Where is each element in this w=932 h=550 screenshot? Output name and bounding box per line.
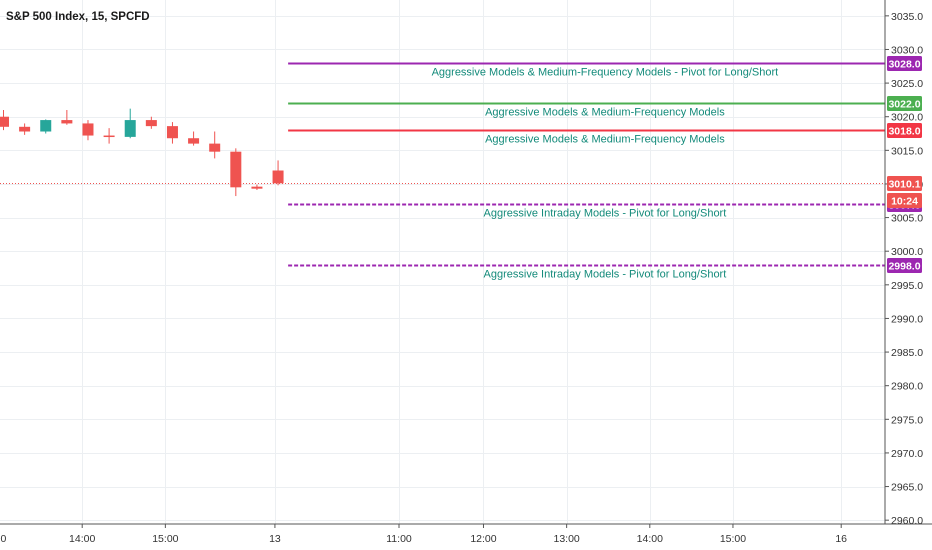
x-tick-label: 11:00 <box>386 533 412 545</box>
level-lines <box>0 62 885 267</box>
candle-body <box>230 151 242 188</box>
x-tick-label: :00 <box>0 533 6 545</box>
level-price-badge-label: 3022.0 <box>888 99 920 111</box>
current-price-badge <box>887 176 922 191</box>
candle-body <box>251 186 263 189</box>
y-tick-label: 3035.0 <box>891 11 923 23</box>
x-tick-label: 13:00 <box>553 533 579 545</box>
y-tick-label: 3020.0 <box>891 112 923 124</box>
candle-body <box>40 120 52 132</box>
y-tick-label: 3005.0 <box>891 213 923 225</box>
countdown-badge <box>887 193 922 208</box>
axes <box>0 0 932 525</box>
y-tick-label: 2985.0 <box>891 347 923 359</box>
y-tick-label: 3025.0 <box>891 78 923 90</box>
candle-body <box>209 143 221 152</box>
x-tick-label: 13 <box>269 533 281 545</box>
level-annotation: Aggressive Models & Medium-Frequency Mod… <box>432 67 779 79</box>
candle-body <box>61 120 73 124</box>
x-tick-label: 15:00 <box>720 533 746 545</box>
x-tick-label: 14:00 <box>69 533 95 545</box>
x-tick-label: 15:00 <box>152 533 178 545</box>
y-tick-label: 2965.0 <box>891 482 923 494</box>
x-axis-ticks: :00 14:00 15:00 13 11:00 12:00 13:00 14:00 15:00… <box>0 524 847 545</box>
level-annotation: Aggressive Models & Medium-Frequency Mod… <box>485 134 725 146</box>
price-badges: 3028.03022.03018.03007.02998.03010.110:2… <box>887 56 922 273</box>
level-annotations: Aggressive Models & Medium-Frequency Mod… <box>432 67 779 281</box>
candlesticks[interactable] <box>0 108 284 197</box>
y-tick-label: 3030.0 <box>891 44 923 56</box>
y-tick-label: 3015.0 <box>891 145 923 157</box>
y-tick-label: 3000.0 <box>891 246 923 258</box>
x-tick-label: 12:00 <box>470 533 496 545</box>
current-price-badge-label: 3010.1 <box>888 179 920 191</box>
level-price-badge-label: 3018.0 <box>888 126 920 138</box>
y-tick-label: 2980.0 <box>891 381 923 393</box>
candle-body <box>103 135 115 138</box>
candle-body <box>272 170 284 184</box>
y-tick-label: 2975.0 <box>891 414 923 426</box>
chart-title: S&P 500 Index, 15, SPCFD <box>6 11 150 23</box>
level-annotation: Aggressive Models & Medium-Frequency Mod… <box>485 107 725 119</box>
level-price-badge <box>887 96 922 111</box>
level-price-badge <box>887 123 922 138</box>
x-tick-label: 16 <box>835 533 847 545</box>
x-tick-label: 14:00 <box>637 533 663 545</box>
y-tick-label: 2995.0 <box>891 280 923 292</box>
grid-lines <box>0 0 885 524</box>
y-tick-label: 2990.0 <box>891 313 923 325</box>
level-price-badge <box>887 258 922 273</box>
level-annotation: Aggressive Intraday Models - Pivot for L… <box>484 208 727 220</box>
candle-body <box>145 120 157 127</box>
candle-body <box>82 123 94 136</box>
candle-body <box>188 138 200 144</box>
candle-body <box>124 120 136 137</box>
y-tick-label: 2970.0 <box>891 448 923 460</box>
candle-body <box>166 126 178 139</box>
level-price-badge-label: 2998.0 <box>888 261 920 273</box>
y-tick-label: 2960.0 <box>891 515 923 527</box>
level-price-badge <box>887 56 922 71</box>
level-price-badge-label: 3028.0 <box>888 59 920 71</box>
y-axis-ticks: 2960.0 2965.0 2970.0 2975.0 2980.0 2985.0 2990… <box>885 11 923 527</box>
level-annotation: Aggressive Intraday Models - Pivot for L… <box>484 269 727 281</box>
countdown-badge-label: 10:24 <box>891 196 918 208</box>
candle-body <box>19 126 31 132</box>
candle-body <box>0 116 9 127</box>
